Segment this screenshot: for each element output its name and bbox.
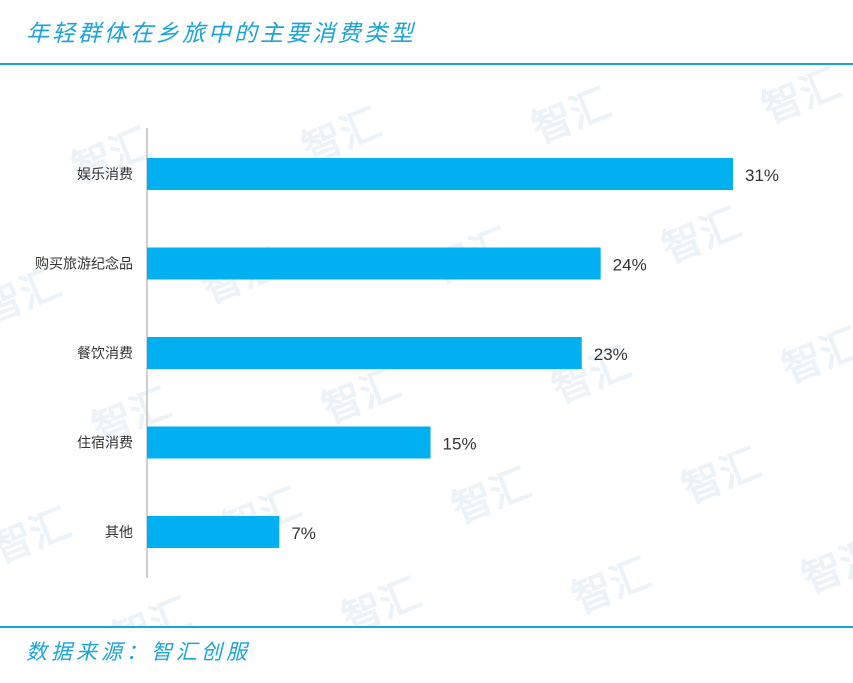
footer-divider [0,626,853,628]
category-label: 其他 [105,525,133,541]
category-label: 住宿消费 [77,435,133,452]
value-label: 15% [443,435,477,454]
data-source: 数据来源：智汇创服 [26,640,251,664]
bar [147,516,280,548]
category-label: 购买旅游纪念品 [35,256,133,273]
bar [147,426,431,459]
bar [147,247,601,280]
value-label: 7% [291,524,316,543]
value-label: 24% [613,256,647,275]
value-label: 31% [745,166,779,185]
bar [147,158,733,190]
bar [147,337,582,369]
title-divider [0,63,853,65]
category-label: 娱乐消费 [77,167,133,183]
category-label: 餐饮消费 [77,346,133,362]
chart-title: 年轻群体在乡旅中的主要消费类型 [26,21,416,47]
value-label: 23% [594,345,628,364]
